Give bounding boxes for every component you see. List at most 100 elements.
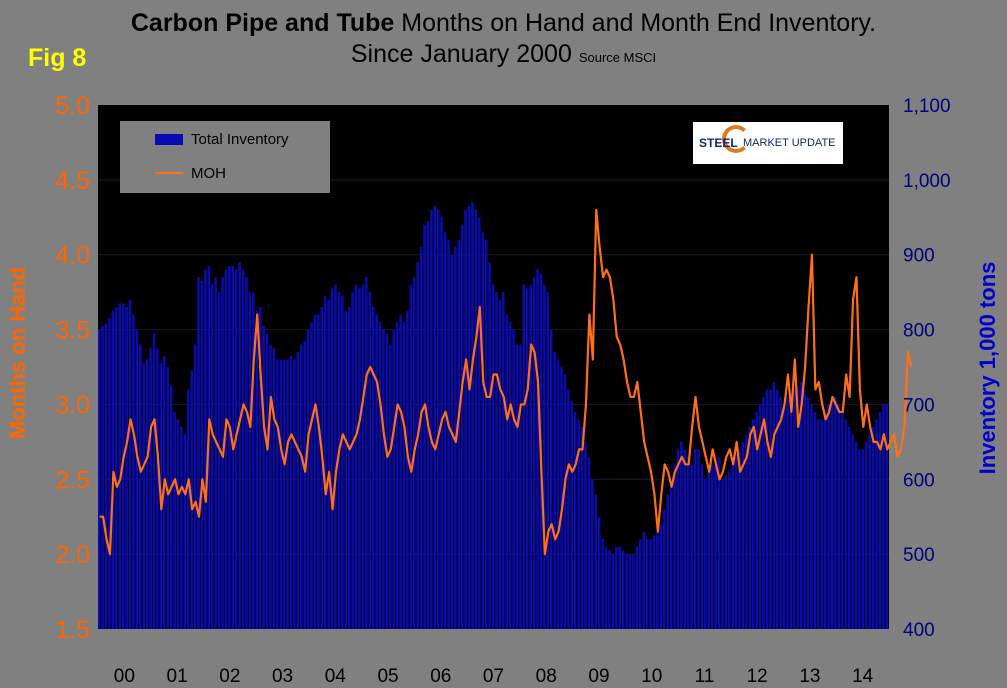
- inventory-bar: [419, 247, 423, 630]
- inventory-bar: [139, 344, 142, 629]
- x-tick-label: 01: [167, 666, 188, 687]
- inventory-bar: [303, 340, 306, 629]
- inventory-bar: [776, 389, 779, 629]
- inventory-bar: [704, 479, 707, 629]
- inventory-bar: [830, 396, 834, 629]
- inventory-bar: [228, 265, 231, 629]
- inventory-bar: [837, 404, 841, 629]
- logo-steel: STEEL: [699, 136, 738, 150]
- inventory-bar: [519, 344, 522, 629]
- title-rest: Months on Hand and Month End Inventory.: [401, 9, 877, 37]
- inventory-bar: [358, 288, 361, 629]
- right-tick-label: 1,100: [903, 96, 951, 117]
- inventory-bar: [686, 456, 690, 629]
- left-tick-label: 3.0: [55, 391, 90, 419]
- inventory-bar: [741, 441, 745, 629]
- inventory-bar: [608, 550, 611, 629]
- inventory-bar: [454, 247, 457, 630]
- inventory-bar: [330, 288, 334, 629]
- inventory-bar: [474, 209, 478, 630]
- inventory-bar: [765, 389, 769, 629]
- inventory-bar: [341, 295, 344, 629]
- inventory-bar: [344, 310, 348, 629]
- legend-swatch-line: [155, 172, 183, 174]
- chart-title: Carbon Pipe and Tube Months on Hand and …: [0, 8, 1007, 73]
- inventory-bar: [505, 314, 508, 629]
- inventory-bar: [371, 307, 375, 629]
- inventory-bar: [697, 449, 700, 629]
- inventory-bar: [563, 374, 567, 629]
- inventory-bar: [669, 479, 673, 629]
- inventory-bar: [488, 262, 491, 629]
- inventory-bar: [327, 299, 330, 629]
- inventory-bar: [211, 284, 214, 629]
- inventory-bar: [652, 535, 656, 629]
- inventory-bar: [317, 314, 320, 629]
- inventory-bar: [293, 359, 296, 629]
- legend: Total Inventory MOH: [120, 121, 330, 193]
- inventory-bar: [529, 284, 532, 629]
- inventory-bar: [748, 426, 752, 629]
- inventory-bar: [241, 269, 245, 629]
- inventory-bar: [543, 284, 546, 629]
- inventory-bar: [649, 539, 652, 629]
- inventory-bar: [433, 206, 437, 629]
- inventory-bar: [745, 434, 748, 629]
- inventory-bar: [841, 411, 844, 629]
- right-axis-ticks: 400 500 600 700 800 900 1,000 1,100: [903, 96, 951, 641]
- inventory-bar: [406, 310, 409, 629]
- left-tick-label: 3.5: [55, 317, 90, 345]
- inventory-bar: [382, 329, 385, 629]
- inventory-bar: [423, 224, 426, 629]
- inventory-bar: [546, 292, 550, 629]
- inventory-bar: [224, 269, 228, 629]
- inventory-bar: [204, 269, 207, 629]
- x-tick-label: 14: [852, 666, 874, 687]
- inventory-bar: [279, 359, 282, 629]
- inventory-bar: [248, 292, 252, 629]
- inventory-bar: [484, 239, 488, 630]
- inventory-bar: [656, 531, 659, 629]
- inventory-bar: [591, 479, 594, 629]
- x-tick-label: 00: [114, 666, 135, 687]
- inventory-bar: [782, 404, 786, 629]
- right-tick-label: 400: [903, 620, 935, 641]
- right-tick-label: 900: [903, 246, 935, 267]
- inventory-bar: [875, 419, 878, 629]
- inventory-bar: [799, 381, 803, 629]
- inventory-bar: [865, 441, 868, 629]
- inventory-bar: [700, 464, 704, 629]
- inventory-bar: [731, 464, 734, 629]
- inventory-bar: [289, 355, 293, 629]
- inventory-bar: [769, 389, 772, 629]
- inventory-bar: [255, 310, 258, 629]
- inventory-bar: [365, 277, 368, 629]
- inventory-bar: [368, 292, 371, 629]
- left-tick-label: 2.5: [55, 466, 90, 494]
- right-tick-label: 700: [903, 395, 935, 416]
- inventory-bar: [683, 449, 687, 629]
- inventory-bar: [659, 524, 663, 629]
- x-tick-label: 02: [219, 666, 240, 687]
- inventory-bar: [779, 396, 782, 629]
- inventory-bar: [615, 546, 618, 629]
- inventory-bar: [252, 292, 255, 629]
- inventory-bar: [320, 307, 324, 629]
- inventory-bar: [532, 277, 536, 629]
- inventory-bar: [550, 329, 553, 629]
- inventory-bar: [645, 539, 649, 629]
- legend-swatch-bar: [155, 133, 183, 145]
- inventory-bar: [187, 389, 190, 629]
- inventory-bar: [159, 363, 163, 629]
- inventory-bar: [820, 419, 823, 629]
- inventory-bar: [844, 419, 847, 629]
- inventory-bar: [539, 273, 543, 629]
- inventory-bar: [628, 554, 632, 629]
- inventory-bar: [156, 348, 159, 629]
- inventory-bar: [173, 411, 176, 629]
- x-tick-label: 12: [747, 666, 768, 687]
- inventory-bar: [125, 307, 128, 629]
- inventory-bar: [512, 329, 515, 629]
- inventory-bar: [347, 307, 351, 629]
- inventory-bar: [245, 277, 248, 629]
